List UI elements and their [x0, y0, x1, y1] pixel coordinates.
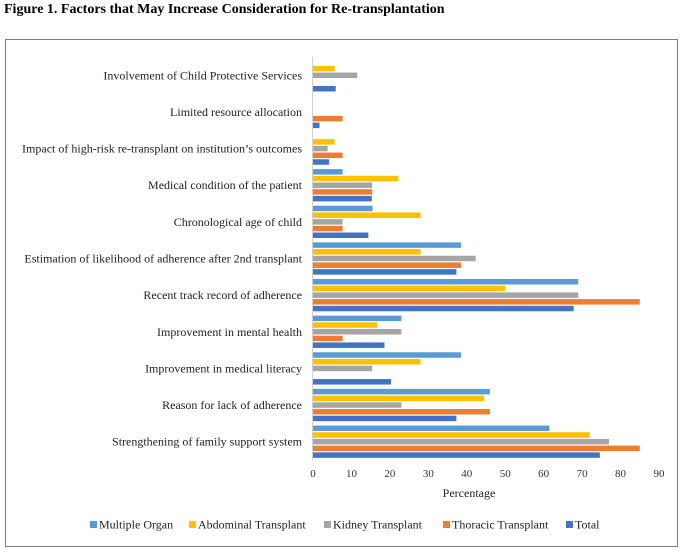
bar-thoracic-transplant	[313, 225, 343, 232]
category-label: Reason for lack of adherence	[162, 398, 302, 412]
bar-multiple-organ	[313, 205, 373, 212]
bar-multiple-organ	[313, 315, 402, 322]
bar-abdominal-transplant	[313, 395, 485, 402]
bar-kidney-transplant	[313, 402, 402, 408]
bar-total	[313, 415, 457, 422]
legend-swatch-abdominal-transplant	[189, 521, 196, 528]
bar-total	[313, 159, 330, 165]
bar-kidney-transplant	[313, 145, 328, 152]
bar-thoracic-transplant	[313, 408, 490, 415]
bar-thoracic-transplant	[313, 262, 462, 268]
bar-kidney-transplant	[313, 255, 476, 262]
bar-chart: Strengthening of family support system Re…	[22, 57, 665, 532]
bar-abdominal-transplant	[313, 212, 421, 218]
bar-thoracic-transplant	[313, 335, 343, 342]
legend-swatch-kidney-transplant	[324, 521, 331, 528]
bar-abdominal-transplant	[313, 249, 421, 255]
x-tick-label: 10	[346, 468, 358, 480]
bar-abdominal-transplant	[313, 358, 421, 365]
legend-label-multiple-organ: Multiple Organ	[99, 518, 173, 532]
bar-total	[313, 232, 369, 239]
figure-title: Figure 1. Factors that May Increase Cons…	[4, 2, 445, 17]
bar-abdominal-transplant	[313, 65, 335, 72]
bar-kidney-transplant	[313, 219, 343, 225]
x-tick-label: 50	[500, 468, 512, 480]
category-labels: Strengthening of family support system Re…	[22, 68, 303, 448]
x-axis-title: Percentage	[443, 486, 496, 500]
bar-kidney-transplant	[313, 72, 358, 79]
bar-thoracic-transplant	[313, 189, 373, 195]
x-tick-label: 80	[615, 468, 627, 480]
bar-multiple-organ	[313, 169, 343, 175]
bar-kidney-transplant	[313, 365, 373, 372]
category-label: Improvement in mental health	[157, 325, 302, 339]
x-tick-label: 20	[384, 468, 396, 480]
bar-multiple-organ	[313, 425, 550, 432]
chart-frame: Strengthening of family support system Re…	[5, 39, 678, 547]
bar-group	[313, 65, 640, 458]
category-label: Recent track record of adherence	[143, 288, 302, 302]
bar-total	[313, 122, 320, 129]
bar-total	[313, 342, 385, 348]
bar-multiple-organ	[313, 278, 579, 285]
category-label: Involvement of Child Protective Services	[103, 68, 302, 82]
bar-thoracic-transplant	[313, 299, 640, 305]
category-label: Limited resource allocation	[170, 105, 302, 119]
bar-kidney-transplant	[313, 292, 579, 298]
legend-label-total: Total	[575, 518, 600, 532]
bar-total	[313, 195, 372, 202]
bar-total	[313, 85, 336, 92]
bar-total	[313, 452, 600, 458]
x-tick-label: 40	[461, 468, 473, 480]
x-tick-labels: 0 10 20 30 40 50 60 70 80 90	[310, 468, 665, 480]
bar-abdominal-transplant	[313, 139, 335, 145]
bar-thoracic-transplant	[313, 152, 343, 159]
bar-kidney-transplant	[313, 182, 373, 188]
x-tick-label: 90	[654, 468, 666, 480]
bar-total	[313, 269, 457, 275]
bar-multiple-organ	[313, 242, 462, 248]
bar-multiple-organ	[313, 352, 462, 358]
category-label: Estimation of likelihood of adherence af…	[24, 252, 302, 266]
legend-label-abdominal-transplant: Abdominal Transplant	[198, 518, 306, 532]
bar-thoracic-transplant	[313, 115, 343, 122]
bar-thoracic-transplant	[313, 445, 640, 452]
bar-kidney-transplant	[313, 438, 610, 445]
legend-label-kidney-transplant: Kidney Transplant	[333, 518, 423, 532]
bar-total	[313, 305, 574, 312]
category-label: Improvement in medical literacy	[145, 361, 302, 375]
legend-swatch-multiple-organ	[90, 521, 97, 528]
x-tick-label: 70	[577, 468, 589, 480]
legend-swatch-thoracic-transplant	[443, 521, 450, 528]
legend-label-thoracic-transplant: Thoracic Transplant	[452, 518, 549, 532]
bar-kidney-transplant	[313, 329, 402, 335]
x-tick-label: 0	[310, 468, 316, 480]
legend-swatch-total	[566, 521, 573, 528]
bar-abdominal-transplant	[313, 175, 399, 182]
bar-abdominal-transplant	[313, 322, 378, 328]
bar-total	[313, 379, 392, 385]
bar-abdominal-transplant	[313, 285, 506, 292]
x-tick-label: 30	[423, 468, 435, 480]
category-label: Chronological age of child	[174, 215, 302, 229]
legend: Multiple Organ Abdominal Transplant Kidney…	[90, 518, 600, 532]
bar-abdominal-transplant	[313, 432, 590, 438]
category-label: Impact of high-risk re-transplant on ins…	[22, 142, 302, 156]
x-tick-label: 60	[538, 468, 550, 480]
category-label: Medical condition of the patient	[148, 178, 303, 192]
bar-multiple-organ	[313, 388, 490, 395]
category-label: Strengthening of family support system	[112, 435, 303, 449]
